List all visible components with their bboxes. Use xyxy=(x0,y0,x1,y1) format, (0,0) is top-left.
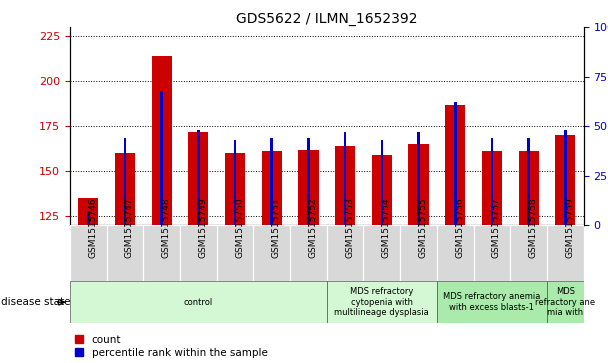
Bar xyxy=(188,131,209,363)
Legend: count, percentile rank within the sample: count, percentile rank within the sample xyxy=(75,335,268,358)
Bar xyxy=(555,135,575,363)
Bar xyxy=(527,138,530,225)
Text: MDS refractory
cytopenia with
multilineage dysplasia: MDS refractory cytopenia with multilinea… xyxy=(334,287,429,317)
Text: GSM1515754: GSM1515754 xyxy=(382,197,391,258)
Text: GSM1515748: GSM1515748 xyxy=(162,197,171,258)
Title: GDS5622 / ILMN_1652392: GDS5622 / ILMN_1652392 xyxy=(236,12,418,26)
Bar xyxy=(510,225,547,281)
Bar xyxy=(151,56,171,363)
Text: GSM1515753: GSM1515753 xyxy=(345,197,354,258)
Bar xyxy=(78,198,98,363)
Bar xyxy=(547,281,584,323)
Bar xyxy=(564,130,567,225)
Bar xyxy=(381,140,383,225)
Bar xyxy=(70,281,327,323)
Text: GSM1515751: GSM1515751 xyxy=(272,197,281,258)
Bar xyxy=(299,150,319,363)
Bar xyxy=(271,138,273,225)
Bar xyxy=(123,138,126,225)
Bar xyxy=(70,225,106,281)
Bar xyxy=(344,132,347,225)
Bar xyxy=(364,225,400,281)
Text: GSM1515749: GSM1515749 xyxy=(198,197,207,258)
Text: GSM1515755: GSM1515755 xyxy=(418,197,427,258)
Bar xyxy=(409,144,429,363)
Bar xyxy=(115,153,135,363)
Bar xyxy=(327,225,364,281)
Text: GSM1515756: GSM1515756 xyxy=(455,197,465,258)
Text: GSM1515757: GSM1515757 xyxy=(492,197,501,258)
Bar xyxy=(225,153,245,363)
Bar xyxy=(290,225,327,281)
Bar xyxy=(143,225,180,281)
Bar xyxy=(482,151,502,363)
Bar xyxy=(474,225,510,281)
Bar xyxy=(180,225,216,281)
Bar xyxy=(254,225,290,281)
Text: GSM1515747: GSM1515747 xyxy=(125,197,134,258)
Text: MDS
refractory ane
mia with: MDS refractory ane mia with xyxy=(535,287,595,317)
Bar xyxy=(261,151,282,363)
Bar xyxy=(216,225,254,281)
Bar xyxy=(437,281,547,323)
Bar xyxy=(87,211,89,225)
Text: MDS refractory anemia
with excess blasts-1: MDS refractory anemia with excess blasts… xyxy=(443,293,541,312)
Bar xyxy=(371,155,392,363)
Bar xyxy=(454,102,457,225)
Bar xyxy=(417,132,420,225)
Bar xyxy=(161,90,163,225)
Bar xyxy=(445,105,465,363)
Bar xyxy=(547,225,584,281)
Bar xyxy=(491,138,493,225)
Bar xyxy=(519,151,539,363)
Bar xyxy=(233,140,237,225)
Text: control: control xyxy=(184,298,213,307)
Text: GSM1515752: GSM1515752 xyxy=(308,197,317,258)
Text: disease state: disease state xyxy=(1,297,70,307)
Bar xyxy=(197,130,199,225)
Text: GSM1515746: GSM1515746 xyxy=(88,197,97,258)
Bar xyxy=(437,225,474,281)
Bar xyxy=(335,146,355,363)
Text: GSM1515758: GSM1515758 xyxy=(528,197,537,258)
Bar xyxy=(106,225,143,281)
Text: GSM1515750: GSM1515750 xyxy=(235,197,244,258)
Bar xyxy=(307,138,309,225)
Text: GSM1515759: GSM1515759 xyxy=(565,197,575,258)
Bar xyxy=(327,281,437,323)
Bar xyxy=(400,225,437,281)
